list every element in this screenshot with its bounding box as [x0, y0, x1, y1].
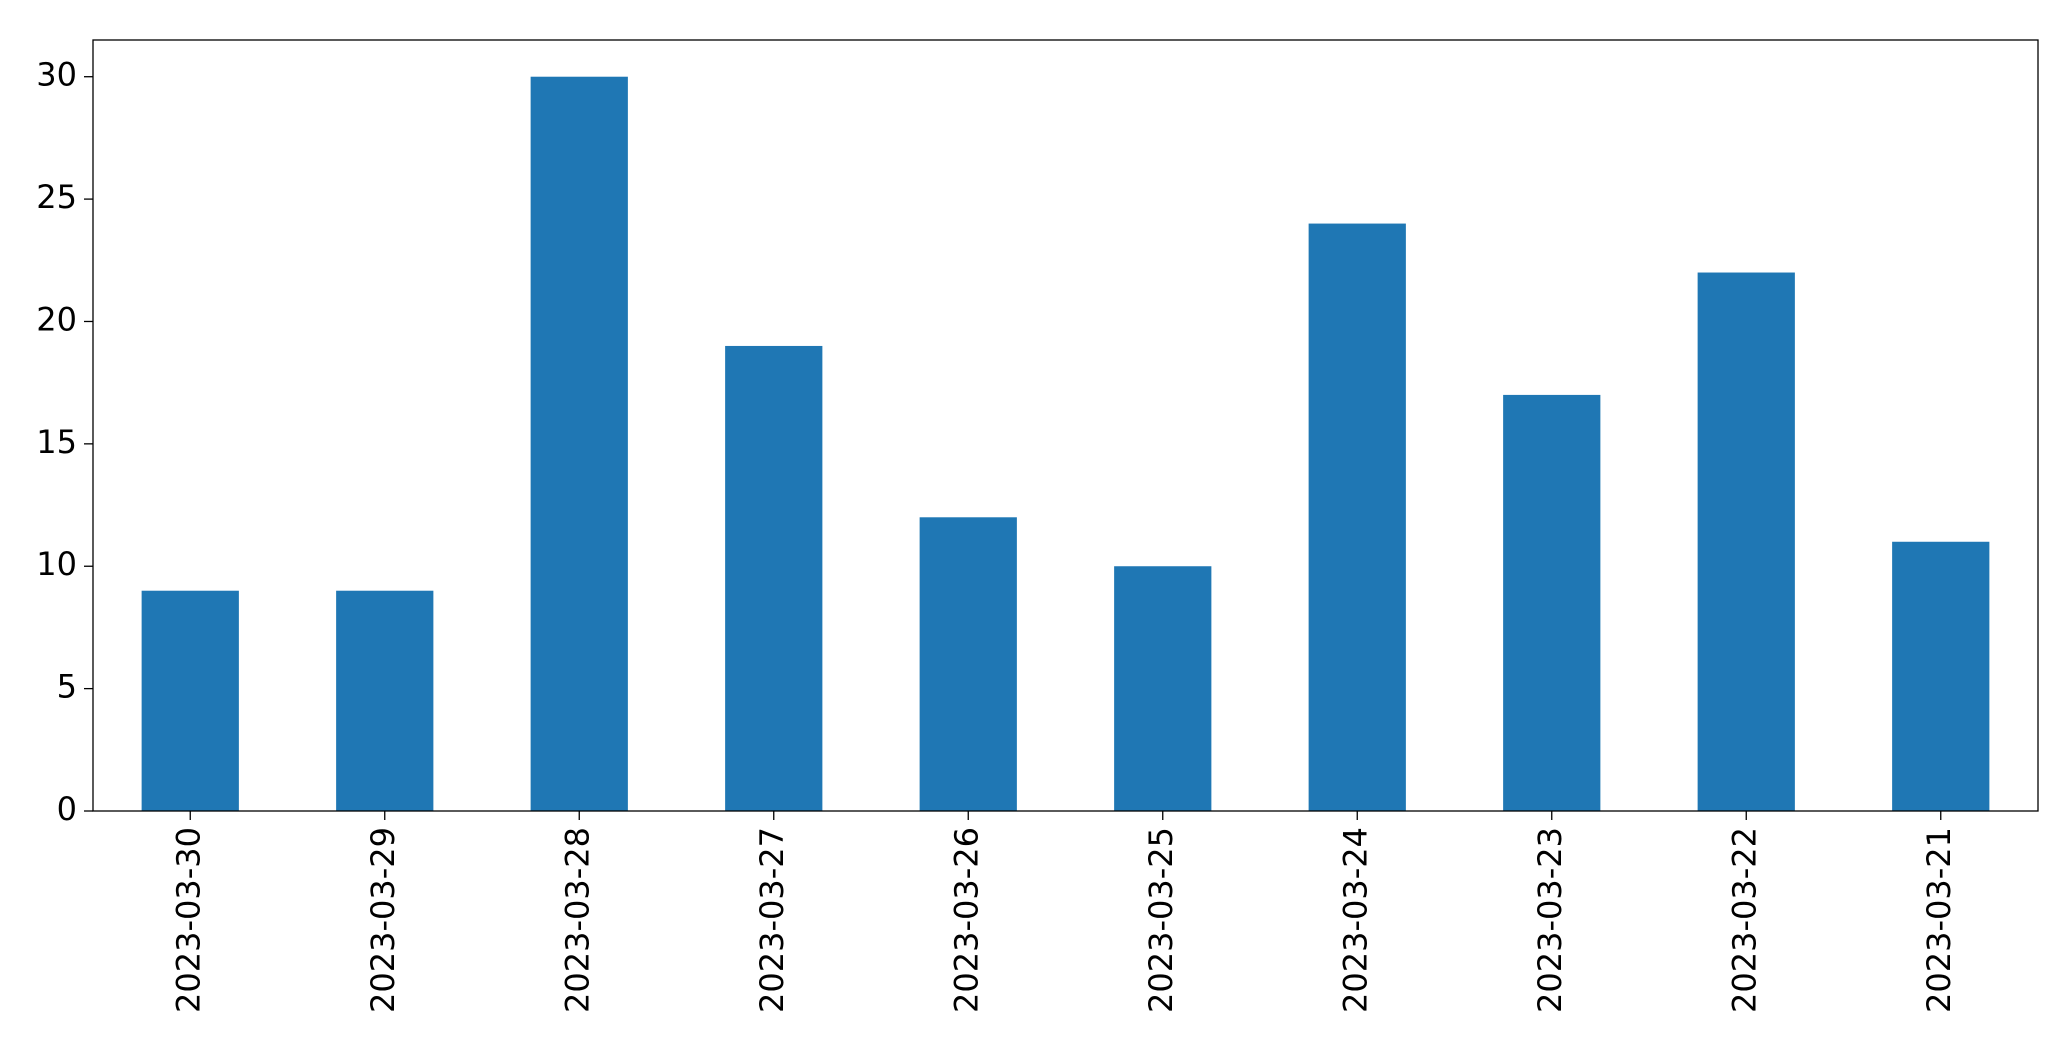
- x-tick-label: 2023-03-27: [753, 827, 791, 1013]
- plot-frame: [92, 39, 2039, 812]
- y-tick-label: 5: [57, 668, 77, 706]
- y-tick-label: 30: [36, 56, 77, 94]
- bar: [1503, 394, 1601, 811]
- y-tick-label: 20: [36, 300, 77, 338]
- bar: [1892, 541, 1990, 811]
- bar: [725, 345, 823, 811]
- x-tick-label: 2023-03-28: [558, 827, 596, 1013]
- y-tick-label: 10: [36, 545, 77, 583]
- y-tick-label: 15: [36, 423, 77, 461]
- y-tick-label: 25: [36, 178, 77, 216]
- bar: [1697, 272, 1795, 811]
- x-tick-label: 2023-03-24: [1336, 827, 1374, 1013]
- bar: [530, 76, 628, 811]
- x-tick-label: 2023-03-23: [1531, 827, 1569, 1013]
- x-tick-label: 2023-03-30: [169, 827, 207, 1013]
- x-tick-label: 2023-03-26: [947, 827, 985, 1013]
- bar: [919, 517, 1017, 811]
- bar: [1114, 566, 1212, 811]
- y-tick-label: 0: [57, 790, 77, 828]
- bar: [141, 590, 239, 811]
- bar: [336, 590, 434, 811]
- bar: [1308, 223, 1406, 812]
- x-tick-label: 2023-03-25: [1142, 827, 1180, 1013]
- x-tick-label: 2023-03-22: [1725, 827, 1763, 1013]
- x-tick-label: 2023-03-21: [1920, 827, 1958, 1013]
- x-tick-label: 2023-03-29: [364, 827, 402, 1013]
